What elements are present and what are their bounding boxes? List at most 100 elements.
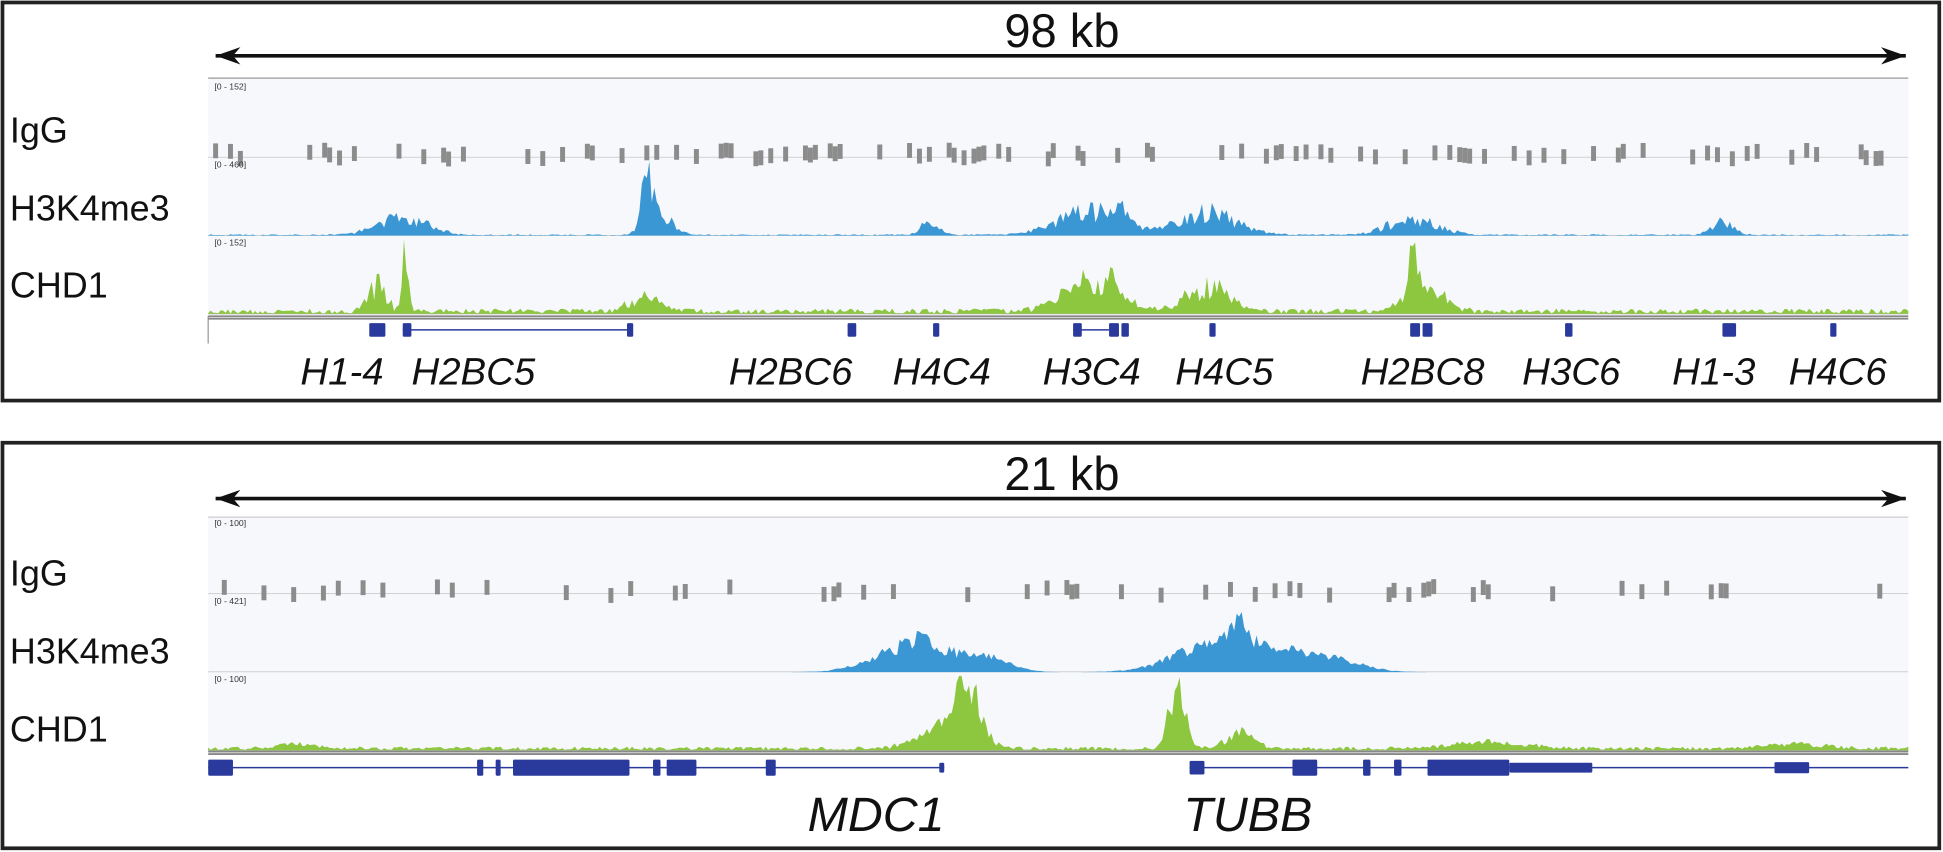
gene-exon [933,323,940,337]
coverage [1118,584,1124,600]
track-range: [0 - 100] [214,518,246,528]
gene-exon [477,759,484,776]
gene-exon [402,323,412,337]
coverage [446,151,452,167]
coverage [1814,147,1820,162]
coverage [1744,145,1750,161]
coverage [812,144,818,160]
coverage [1615,147,1621,163]
track-bg [208,672,1909,751]
coverage [1858,144,1864,160]
gene-exon [1565,323,1573,337]
coverage [1754,143,1760,159]
coverage [1144,142,1150,158]
coverage [1074,583,1080,599]
gene-exon [1774,762,1810,774]
coverage [619,148,625,163]
gene-exon [1422,323,1433,337]
coverage [768,148,774,164]
coverage [261,585,267,601]
coverage [821,586,827,602]
coverage [1402,149,1408,165]
coverage [221,579,227,595]
coverage [916,148,922,164]
gene-exon [1394,759,1402,776]
coverage [1293,146,1299,162]
coverage [1705,145,1711,161]
coverage [1318,144,1324,160]
coverage [758,150,764,166]
coverage [327,147,333,163]
coverage [320,585,326,601]
coverage [1526,150,1532,166]
coverage [1462,147,1468,163]
coverage [1664,580,1670,596]
coverage [1620,143,1626,159]
coverage [628,581,634,597]
coverage [1064,580,1070,595]
coverage [525,149,531,164]
coverage [484,579,490,595]
track-range: [0 - 152] [214,81,246,91]
coverage [926,146,932,162]
coverage [1239,143,1245,159]
gene-exon [369,323,386,337]
coverage [1718,583,1724,599]
gene-exon [1292,759,1318,776]
gene-exon [1209,323,1216,337]
coverage [589,145,595,161]
track-label: CHD1 [10,265,108,306]
track-label: IgG [10,552,68,593]
coverage [718,143,724,159]
coverage [1069,584,1075,600]
gene-exon [1363,759,1371,776]
coverage [351,146,357,162]
coverage [1149,146,1155,162]
coverage [783,146,789,162]
coverage [1203,584,1209,600]
gene-label: H1-4 [300,350,383,393]
coverage [877,144,883,160]
coverage [831,586,837,602]
coverage [827,143,833,159]
track-bg [208,594,1909,673]
coverage [1158,587,1164,603]
coverage [1024,584,1030,600]
gene-exon [847,323,857,337]
coverage [1878,150,1884,166]
coverage [1044,580,1050,596]
coverage [1511,145,1517,161]
gene-exon [1427,759,1510,776]
track-range: [0 - 100] [214,674,246,684]
coverage [802,145,808,161]
coverage [753,151,759,167]
gene-exon [1410,323,1421,337]
track-range: [0 - 421] [214,596,246,606]
coverage [1550,586,1556,602]
gene-label: H2BC6 [729,350,853,393]
coverage [961,150,967,166]
coverage [1690,149,1696,165]
coverage [360,580,366,596]
coverage [1873,151,1879,166]
coverage [1075,145,1081,161]
coverage [1115,147,1121,163]
coverage [682,583,688,599]
coverage [1386,587,1392,603]
coverage [1263,148,1269,164]
track-bg [208,78,1909,158]
coverage [1561,149,1567,165]
gene-exon [627,323,634,337]
coverage [1327,587,1333,603]
coverage [1273,145,1279,161]
gene-label: MDC1 [808,788,945,842]
coverage [1877,583,1883,599]
panel-frame [0,0,1942,403]
track-range: [0 - 460] [214,159,246,169]
panel-frame [0,440,1942,851]
coverage [213,143,219,159]
coverage [727,579,733,595]
coverage [237,150,243,166]
